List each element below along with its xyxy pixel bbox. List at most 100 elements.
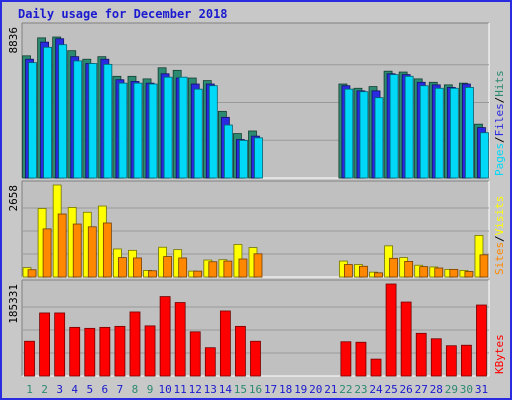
x-tick-label-day-8: 8 <box>132 383 139 396</box>
bar-kbytes-day-27 <box>415 332 427 377</box>
x-tick-label-day-30: 30 <box>460 383 473 396</box>
x-tick-label-day-3: 3 <box>56 383 63 396</box>
bar-sites-day-6 <box>102 222 112 278</box>
bar-pages-day-15 <box>239 140 248 179</box>
legend-kbytes: KBytes <box>493 334 506 374</box>
bar-pages-day-2 <box>43 46 52 179</box>
bar-sites-day-31 <box>479 254 489 278</box>
bar-pages-day-8 <box>133 82 143 179</box>
legend-hits: Hits <box>493 70 506 97</box>
bar-kbytes-day-9 <box>144 325 156 377</box>
bar-kbytes-day-3 <box>54 312 66 377</box>
x-tick-label-day-18: 18 <box>279 383 292 396</box>
bar-sites-day-30 <box>464 271 474 278</box>
bar-sites-day-23 <box>359 265 368 278</box>
bar-sites-day-14 <box>223 260 233 278</box>
x-tick-label-day-19: 19 <box>294 383 307 396</box>
bar-sites-day-11 <box>178 257 188 278</box>
x-tick-label-day-25: 25 <box>384 383 397 396</box>
bar-pages-day-30 <box>465 87 474 179</box>
bar-sites-day-28 <box>434 267 444 278</box>
x-tick-label-day-24: 24 <box>369 383 383 396</box>
x-tick-label-day-17: 17 <box>264 383 277 396</box>
x-tick-label-day-11: 11 <box>174 383 187 396</box>
legend-pages: Pages <box>493 143 506 176</box>
bar-kbytes-day-12 <box>189 331 201 377</box>
x-tick-label-day-10: 10 <box>158 383 171 396</box>
bar-pages-day-31 <box>480 132 489 179</box>
bar-pages-day-26 <box>404 75 414 179</box>
bar-kbytes-day-1 <box>24 340 35 377</box>
x-tick-label-day-26: 26 <box>400 383 413 396</box>
x-tick-label-day-4: 4 <box>71 383 78 396</box>
legend-separator: / <box>493 136 506 143</box>
bar-sites-day-22 <box>343 264 353 278</box>
axis-max-label: 8836 <box>7 27 20 54</box>
bar-kbytes-day-8 <box>129 311 141 377</box>
x-tick-label-day-6: 6 <box>102 383 109 396</box>
bar-kbytes-day-13 <box>204 347 216 377</box>
bar-sites-day-3 <box>57 213 67 278</box>
bar-pages-day-29 <box>449 87 459 179</box>
bar-pages-day-14 <box>223 124 233 179</box>
bar-sites-day-12 <box>193 270 203 278</box>
legend-separator: / <box>493 235 506 242</box>
x-tick-label-day-27: 27 <box>415 383 428 396</box>
x-tick-label-day-5: 5 <box>86 383 93 396</box>
bar-pages-day-9 <box>148 83 158 179</box>
x-tick-label-day-16: 16 <box>249 383 262 396</box>
bar-kbytes-day-28 <box>430 338 442 377</box>
x-tick-label-day-31: 31 <box>475 383 488 396</box>
bar-kbytes-day-24 <box>370 358 382 377</box>
bar-kbytes-day-10 <box>159 296 171 377</box>
legend-sites: Sites <box>493 242 506 275</box>
x-tick-label-day-12: 12 <box>189 383 202 396</box>
bar-sites-day-1 <box>27 269 37 278</box>
x-tick-label-day-21: 21 <box>324 383 337 396</box>
bar-sites-day-10 <box>163 256 173 278</box>
bar-kbytes-day-25 <box>385 283 397 377</box>
bar-kbytes-day-30 <box>461 344 472 377</box>
bar-pages-day-22 <box>344 88 354 179</box>
bar-kbytes-day-6 <box>99 326 111 377</box>
legend-files: Files <box>493 103 506 136</box>
bar-kbytes-day-31 <box>476 304 487 377</box>
bar-kbytes-day-29 <box>445 345 457 377</box>
x-tick-label-day-15: 15 <box>234 383 247 396</box>
chart-title: Daily usage for December 2018 <box>18 7 228 21</box>
x-tick-label-day-22: 22 <box>339 383 352 396</box>
bar-sites-day-5 <box>87 226 97 278</box>
bar-kbytes-day-2 <box>39 312 50 377</box>
x-tick-label-day-2: 2 <box>41 383 48 396</box>
bar-pages-day-25 <box>389 74 399 179</box>
x-tick-label-day-7: 7 <box>117 383 124 396</box>
bar-kbytes-day-15 <box>235 325 246 377</box>
x-tick-label-day-13: 13 <box>204 383 217 396</box>
bar-sites-day-7 <box>118 257 127 278</box>
bar-sites-day-24 <box>374 272 383 278</box>
legend-visits: Visits <box>493 196 506 236</box>
x-tick-label-day-1: 1 <box>26 383 33 396</box>
bar-pages-day-10 <box>163 76 173 179</box>
bar-pages-day-13 <box>208 85 218 179</box>
bar-sites-day-8 <box>133 257 142 278</box>
bar-sites-day-16 <box>253 253 263 278</box>
bar-pages-day-27 <box>419 85 429 179</box>
axis-max-label: 185331 <box>7 284 20 324</box>
x-tick-label-day-28: 28 <box>430 383 443 396</box>
bar-sites-day-15 <box>238 258 248 278</box>
bar-pages-day-3 <box>58 44 68 179</box>
x-tick-label-day-14: 14 <box>219 383 233 396</box>
bar-pages-day-16 <box>254 137 263 179</box>
bar-pages-day-28 <box>434 87 444 179</box>
bar-kbytes-day-5 <box>84 327 96 377</box>
bar-pages-day-4 <box>73 60 83 179</box>
bar-kbytes-day-4 <box>69 326 81 377</box>
bar-pages-day-12 <box>193 88 203 179</box>
bar-pages-day-24 <box>374 97 384 179</box>
bar-pages-day-1 <box>28 62 37 179</box>
x-tick-label-day-20: 20 <box>309 383 322 396</box>
bar-sites-day-26 <box>404 261 414 278</box>
